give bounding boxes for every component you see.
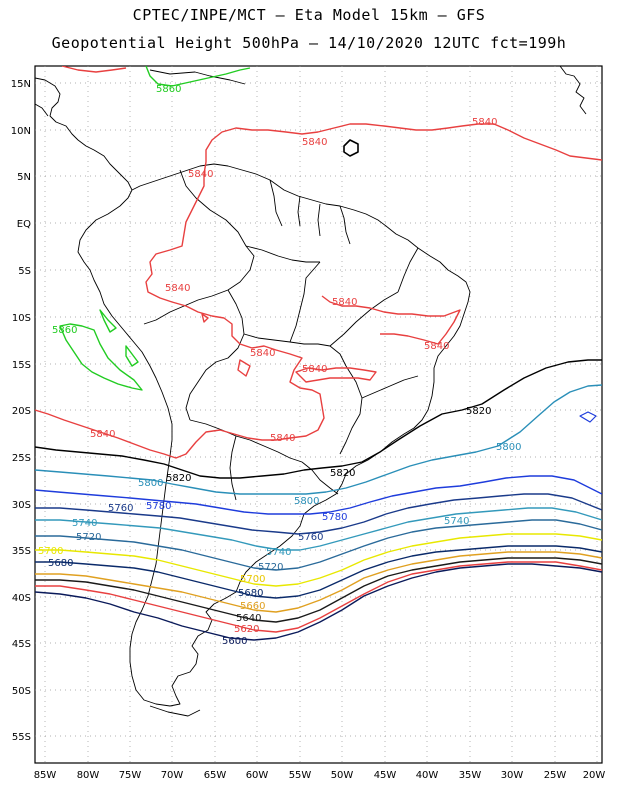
contour-5780 <box>35 475 602 515</box>
lon-label: 20W <box>583 770 606 781</box>
lon-label: 70W <box>161 770 184 781</box>
contour-5800 <box>35 384 602 495</box>
contour-labels: 5860 5860 5840 5840 5840 5840 5840 5840 … <box>38 84 521 647</box>
lat-label: 20S <box>12 406 31 417</box>
lat-label: EQ <box>17 219 31 230</box>
contour-label-5740: 5740 <box>444 516 469 527</box>
contour-label-5860: 5860 <box>156 84 181 95</box>
contour-label-5820: 5820 <box>166 473 191 484</box>
lon-label: 75W <box>119 770 142 781</box>
contour-label-5840: 5840 <box>332 297 357 308</box>
contour-label-5720: 5720 <box>258 562 283 573</box>
lat-label: 15S <box>12 360 31 371</box>
contours <box>35 66 602 641</box>
contour-5600 <box>35 563 602 641</box>
contour-5860 <box>59 323 143 391</box>
contour-label-5860: 5860 <box>52 325 77 336</box>
contour-label-5820: 5820 <box>330 468 355 479</box>
contour-label-5840: 5840 <box>165 283 190 294</box>
contour-5700 <box>35 533 602 587</box>
contour-label-5700: 5700 <box>240 574 265 585</box>
contour-5840 <box>35 123 602 459</box>
contour-label-5840: 5840 <box>188 169 213 180</box>
contour-5820 <box>579 411 597 423</box>
lat-label: 10N <box>11 126 31 137</box>
contour-label-5720: 5720 <box>76 532 101 543</box>
lon-label: 30W <box>501 770 524 781</box>
contour-label-5760: 5760 <box>298 532 323 543</box>
longitude-labels: 85W 80W 75W 70W 65W 60W 55W 50W 45W 40W … <box>34 770 606 781</box>
contour-label-5700: 5700 <box>38 546 63 557</box>
contour-label-5780: 5780 <box>322 512 347 523</box>
map-title-line2: Geopotential Height 500hPa – 14/10/2020 … <box>51 34 567 52</box>
lat-label: 5N <box>17 172 31 183</box>
lat-label: 15N <box>11 79 31 90</box>
contour-5620 <box>35 561 602 633</box>
lon-label: 40W <box>416 770 439 781</box>
contour-label-5660: 5660 <box>240 601 265 612</box>
contour-label-5800: 5800 <box>138 478 163 489</box>
contour-5840 <box>321 295 461 345</box>
contour-label-5760: 5760 <box>108 503 133 514</box>
contour-label-5840: 5840 <box>424 341 449 352</box>
contour-5740 <box>35 507 602 551</box>
contour-5860 <box>145 66 251 87</box>
contour-5840 <box>237 359 251 377</box>
contour-label-5840: 5840 <box>90 429 115 440</box>
lat-label: 40S <box>12 593 31 604</box>
contour-label-5800: 5800 <box>496 442 521 453</box>
contour-label-5680: 5680 <box>238 588 263 599</box>
contour-5860 <box>99 309 117 333</box>
contour-label-5680: 5680 <box>48 558 73 569</box>
contour-label-5800: 5800 <box>294 496 319 507</box>
coastlines-and-borders <box>35 66 587 717</box>
contour-5860 <box>125 345 139 367</box>
contour-5640 <box>35 557 602 623</box>
contour-label-5840: 5840 <box>250 348 275 359</box>
lon-label: 55W <box>289 770 312 781</box>
map-title-line1: CPTEC/INPE/MCT – Eta Model 15km – GFS <box>132 6 486 24</box>
contour-label-5740: 5740 <box>266 547 291 558</box>
closed-contour <box>343 139 359 157</box>
lon-label: 25W <box>544 770 567 781</box>
lat-label: 50S <box>12 686 31 697</box>
contour-5840 <box>61 66 127 73</box>
contour-label-5780: 5780 <box>146 501 171 512</box>
contour-5840 <box>295 367 377 383</box>
lat-label: 25S <box>12 453 31 464</box>
lat-label: 55S <box>12 732 31 743</box>
lat-label: 30S <box>12 500 31 511</box>
contour-5660 <box>35 551 602 613</box>
contour-5720 <box>35 519 602 571</box>
contour-label-5840: 5840 <box>302 364 327 375</box>
lat-label: 5S <box>18 266 31 277</box>
lon-label: 45W <box>374 770 397 781</box>
map-frame <box>34 65 603 764</box>
contour-5840 <box>201 313 209 323</box>
contour-label-5840: 5840 <box>472 117 497 128</box>
contour-label-5840: 5840 <box>302 137 327 148</box>
contour-label-5740: 5740 <box>72 518 97 529</box>
lat-label: 45S <box>12 639 31 650</box>
lon-label: 80W <box>77 770 100 781</box>
contour-label-5840: 5840 <box>270 433 295 444</box>
lat-label: 35S <box>12 546 31 557</box>
contour-5760 <box>35 493 602 535</box>
lon-label: 85W <box>34 770 57 781</box>
contour-label-5820: 5820 <box>466 406 491 417</box>
latitude-labels: 15N 10N 5N EQ 5S 10S 15S 20S 25S 30S 35S… <box>11 79 31 743</box>
lon-label: 60W <box>246 770 269 781</box>
lon-label: 35W <box>459 770 482 781</box>
contour-label-5620: 5620 <box>234 624 259 635</box>
contour-label-5640: 5640 <box>236 613 261 624</box>
lon-label: 65W <box>204 770 227 781</box>
contour-label-5600: 5600 <box>222 636 247 647</box>
contour-5680 <box>35 545 602 599</box>
lon-label: 50W <box>331 770 354 781</box>
contour-5820 <box>35 359 602 479</box>
lat-label: 10S <box>12 313 31 324</box>
